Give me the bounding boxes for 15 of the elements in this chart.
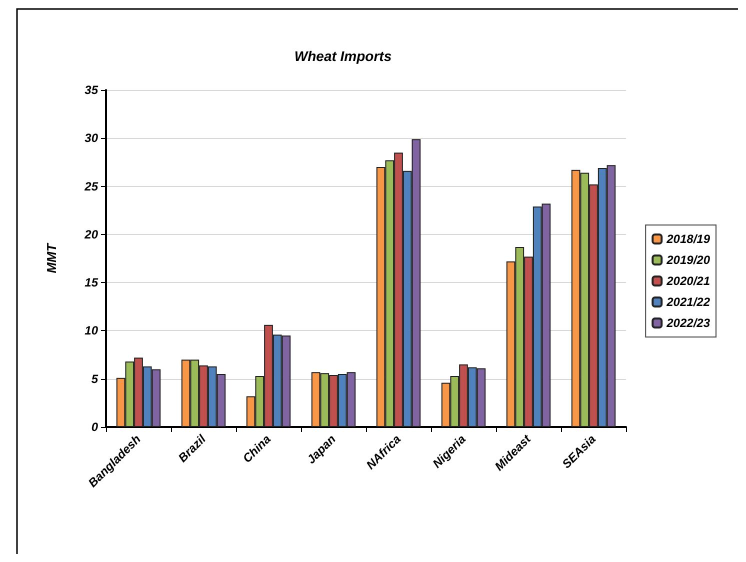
y-tick-label: 5 — [91, 372, 98, 386]
y-tick-label: 20 — [84, 227, 98, 242]
legend-label: 2018/19 — [666, 232, 710, 246]
y-tick-label: 30 — [84, 131, 98, 146]
y-tick-label: 35 — [84, 83, 98, 97]
y-axis-title: MMT — [44, 242, 59, 274]
y-tick-label: 0 — [91, 420, 98, 434]
chart-title: Wheat Imports — [294, 48, 392, 64]
legend-label: 2021/22 — [666, 295, 710, 309]
y-tick-label: 10 — [84, 324, 98, 338]
legend-label: 2022/23 — [666, 316, 710, 330]
y-tick-label: 25 — [84, 179, 98, 194]
legend-label: 2019/20 — [666, 253, 710, 267]
y-tick-label: 15 — [84, 276, 98, 290]
legend-label: 2020/21 — [666, 274, 710, 288]
